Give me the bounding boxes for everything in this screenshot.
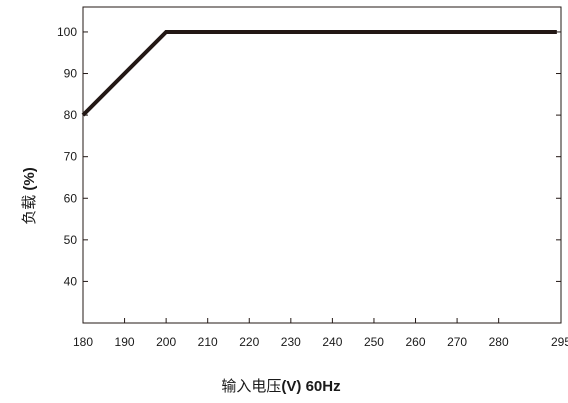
y-tick-label: 50 <box>64 233 78 247</box>
y-tick-label: 60 <box>64 191 78 205</box>
y-tick-label: 100 <box>57 25 77 39</box>
x-tick-label: 210 <box>198 335 218 349</box>
y-axis-title: 负载 (%) <box>21 167 38 225</box>
series-layer <box>81 29 557 117</box>
x-tick-label: 180 <box>73 335 93 349</box>
x-tick-label: 220 <box>239 335 259 349</box>
y-tick-label: 80 <box>64 108 78 122</box>
x-tick-label: 260 <box>406 335 426 349</box>
x-axis-ticks: 180 190 200 210 220 230 240 250 260 270 280 295 <box>73 318 568 349</box>
y-tick-label: 70 <box>64 150 78 164</box>
x-axis-title: 输入电压(V) 60Hz <box>221 378 340 395</box>
y-tick-label: 40 <box>64 274 78 288</box>
x-tick-label: 270 <box>447 335 467 349</box>
x-tick-label: 280 <box>489 335 509 349</box>
x-tick-label: 295 <box>551 335 568 349</box>
series-line <box>81 29 557 117</box>
x-tick-label: 190 <box>115 335 135 349</box>
x-tick-label: 240 <box>322 335 342 349</box>
x-tick-label: 250 <box>364 335 384 349</box>
x-tick-label: 230 <box>281 335 301 349</box>
x-tick-label: 200 <box>156 335 176 349</box>
y-axis-ticks: 40 50 60 70 80 90 100 <box>57 25 561 288</box>
plot-frame <box>82 6 562 324</box>
y-tick-label: 90 <box>64 67 78 81</box>
